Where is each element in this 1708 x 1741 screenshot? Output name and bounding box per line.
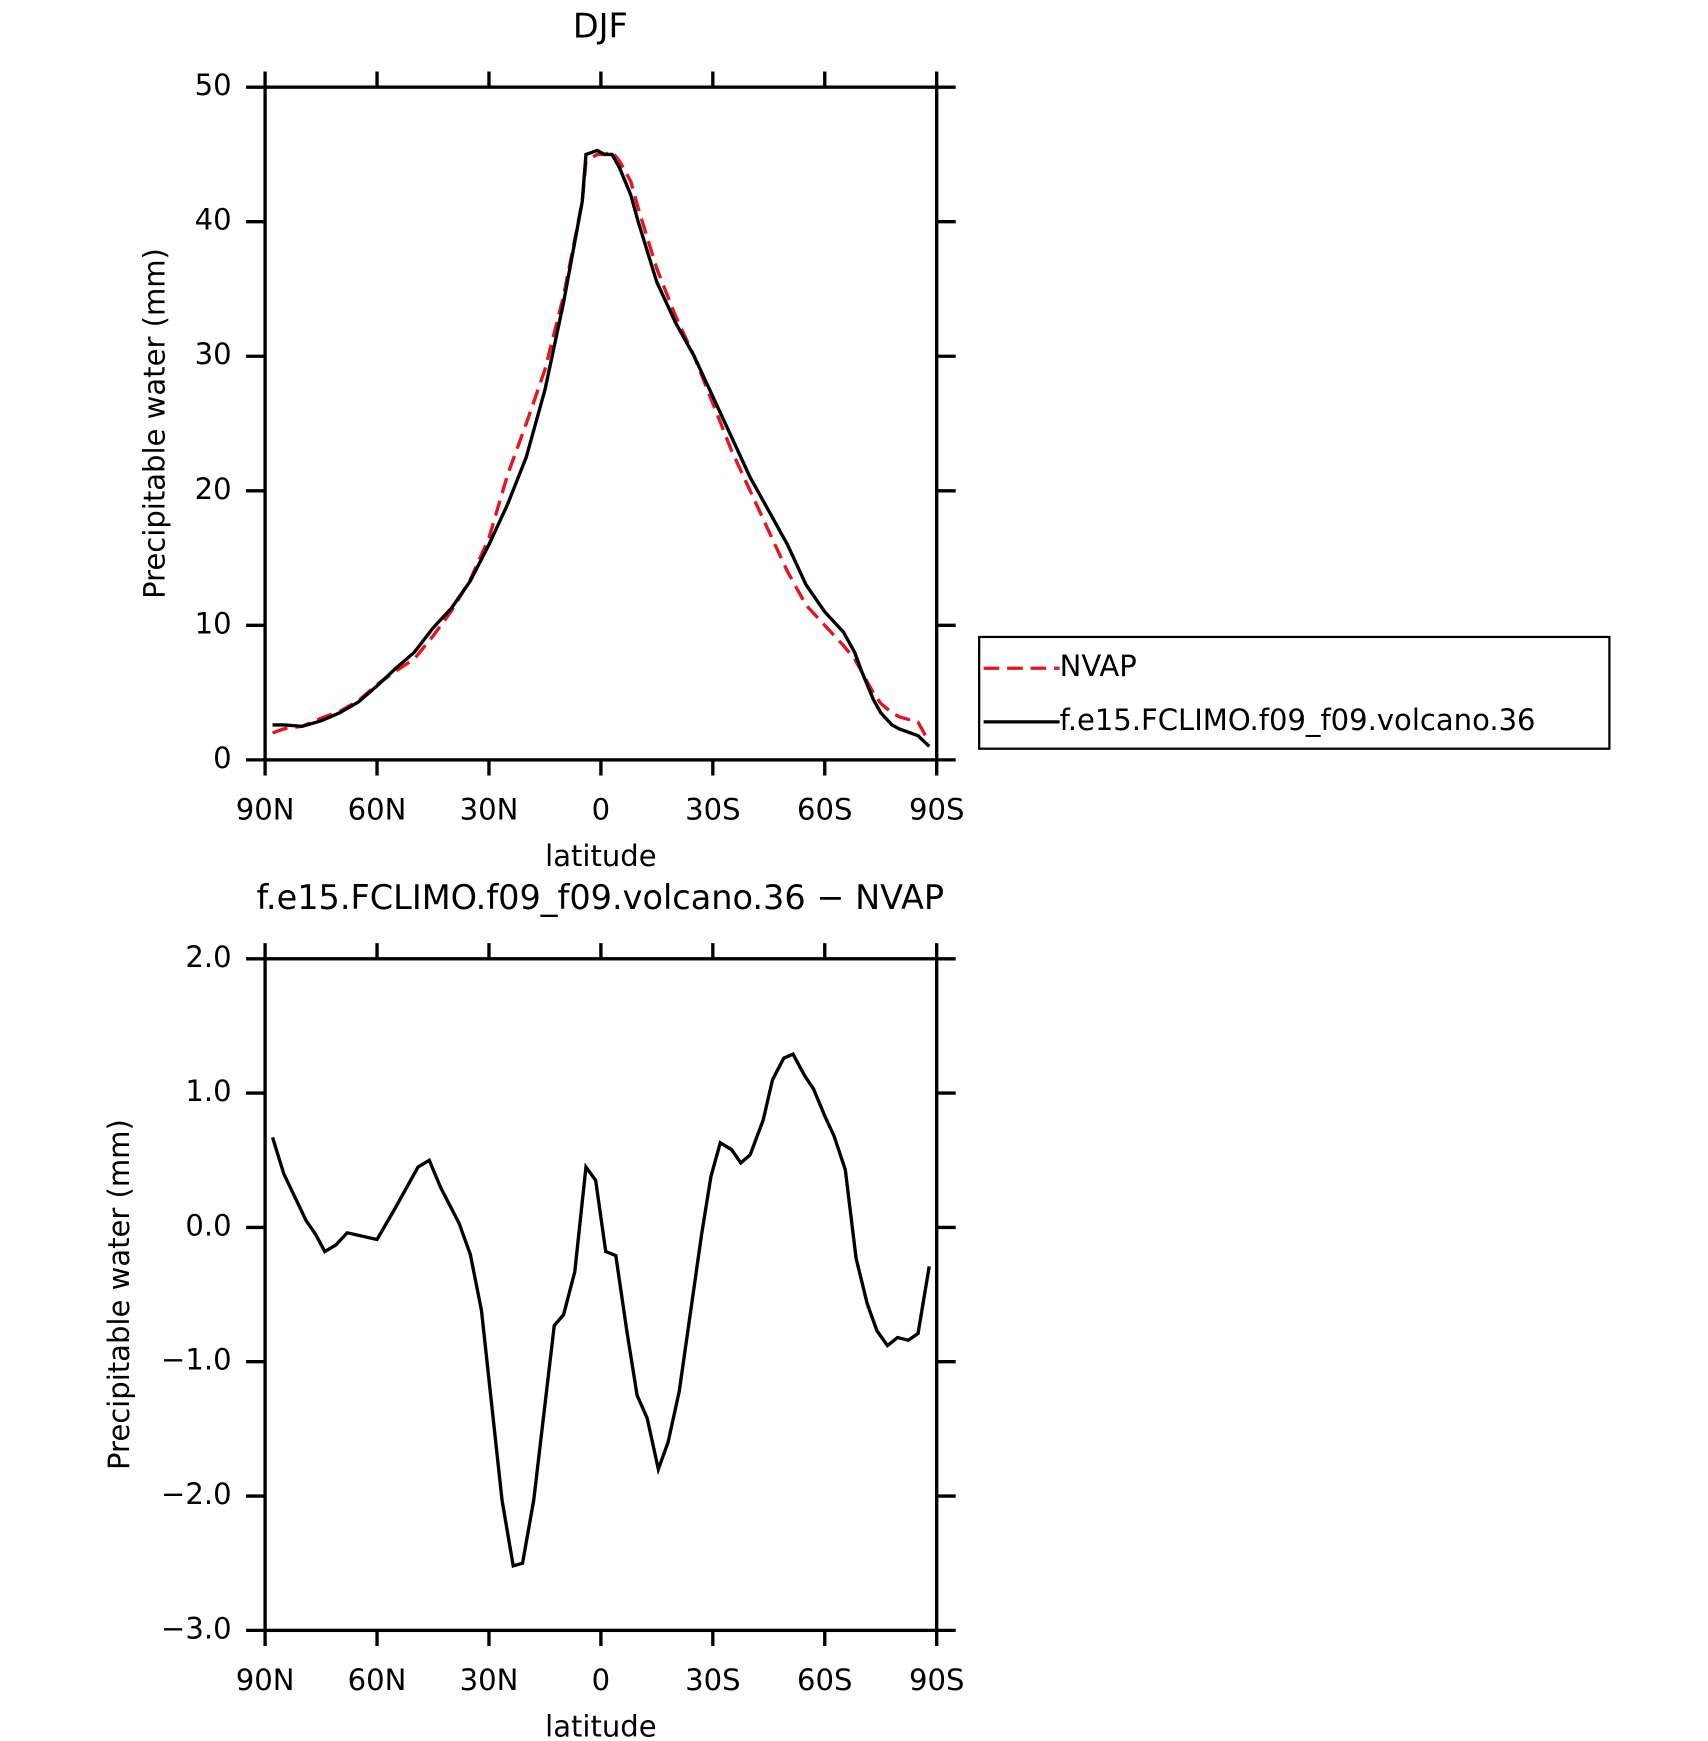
x-tick-label: 60S <box>797 792 852 826</box>
y-tick-label: −3.0 <box>161 1611 232 1645</box>
y-tick-label: 30 <box>195 337 232 371</box>
x-tick-label: 60S <box>797 1663 852 1697</box>
y-tick-label: −1.0 <box>161 1343 232 1377</box>
x-tick-label: 60N <box>348 792 407 826</box>
y-axis-label: Precipitable water (mm) <box>102 1119 136 1470</box>
x-tick-label: 90S <box>909 1663 964 1697</box>
x-tick-label: 30S <box>685 1663 740 1697</box>
x-tick-label: 30S <box>685 792 740 826</box>
y-tick-label: 20 <box>195 472 232 506</box>
y-tick-label: 1.0 <box>185 1074 231 1108</box>
data-line <box>272 148 931 748</box>
y-tick-label: −2.0 <box>161 1477 232 1511</box>
x-tick-label: 90S <box>909 792 964 826</box>
x-tick-label: 0 <box>592 792 610 826</box>
data-line <box>271 149 931 744</box>
x-axis-label: latitude <box>545 1710 656 1741</box>
y-tick-label: 40 <box>195 203 232 237</box>
y-axis-label: Precipitable water (mm) <box>138 248 172 599</box>
x-tick-label: 0 <box>592 1663 610 1697</box>
data-line <box>270 1051 931 1569</box>
x-tick-label: 30N <box>460 1663 519 1697</box>
x-axis-label: latitude <box>545 839 656 873</box>
chart-title: DJF <box>573 6 628 45</box>
x-tick-label: 90N <box>236 792 295 826</box>
y-tick-label: 50 <box>195 68 232 102</box>
plot-frame <box>263 957 939 1633</box>
x-tick-label: 60N <box>348 1663 407 1697</box>
y-tick-label: 10 <box>195 606 232 640</box>
x-tick-label: 90N <box>236 1663 295 1697</box>
plot-frame <box>263 85 939 762</box>
legend-label: f.e15.FCLIMO.f09_f09.volcano.36 <box>1060 703 1536 737</box>
y-tick-label: 0 <box>213 741 231 775</box>
x-tick-label: 30N <box>460 792 519 826</box>
legend-label: NVAP <box>1060 649 1137 683</box>
y-tick-label: 0.0 <box>185 1208 231 1242</box>
legend-box <box>978 635 1611 750</box>
y-tick-label: 2.0 <box>185 940 231 974</box>
chart-title: f.e15.FCLIMO.f09_f09.volcano.36 − NVAP <box>257 878 945 917</box>
